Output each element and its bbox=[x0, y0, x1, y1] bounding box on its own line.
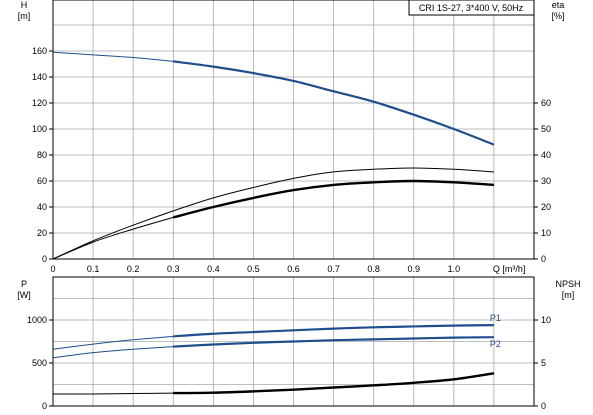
y2-tick-label: 10 bbox=[541, 228, 551, 238]
y2-axis-unit: [m] bbox=[562, 290, 575, 300]
y-tick-label: 0 bbox=[42, 401, 47, 411]
y-axis-unit: [m] bbox=[18, 11, 31, 21]
y-tick-label: 60 bbox=[37, 176, 47, 186]
npsh-curve-line bbox=[173, 372, 495, 395]
y-axis-label: P bbox=[21, 279, 27, 289]
efficiency-curve-line bbox=[52, 167, 494, 260]
y2-tick-label: 0 bbox=[541, 401, 546, 411]
power-p2-extended bbox=[52, 346, 174, 359]
y2-tick-label: 10 bbox=[541, 315, 551, 325]
y-tick-label: 500 bbox=[32, 358, 47, 368]
y2-tick-label: 40 bbox=[541, 150, 551, 160]
power-npsh-panel: 0 500 1000 0 5 10 P[W] NPSH[m] P1 P2 bbox=[17, 276, 581, 411]
y2-axis-label: NPSH bbox=[555, 279, 580, 289]
y2-tick-label: 0 bbox=[541, 254, 546, 264]
y2-tick-label: 20 bbox=[541, 202, 551, 212]
plot-border bbox=[52, 276, 535, 407]
chart-title: CRI 1S-27, 3*400 V, 50Hz bbox=[419, 3, 524, 13]
y2-axis-label: eta bbox=[552, 0, 565, 10]
total-efficiency-line bbox=[172, 179, 494, 219]
npsh-extended bbox=[52, 392, 174, 395]
x-tick-label: 0.3 bbox=[167, 264, 180, 274]
head-curve-extended bbox=[52, 51, 174, 62]
y-tick-label: 140 bbox=[32, 72, 47, 82]
head-curve-line bbox=[173, 60, 495, 146]
x-axis-label: Q [m³/h] bbox=[493, 264, 526, 274]
series-label-p1: P1 bbox=[490, 313, 501, 323]
y-tick-label: 1000 bbox=[27, 315, 47, 325]
x-tick-label: 0.6 bbox=[287, 264, 300, 274]
series-label-p2: P2 bbox=[490, 339, 501, 349]
power-p1-extended bbox=[52, 335, 174, 350]
title-box bbox=[408, 0, 535, 16]
y-tick-label: 160 bbox=[32, 46, 47, 56]
total-efficiency-extended bbox=[52, 216, 174, 260]
y-tick-label: 0 bbox=[42, 254, 47, 264]
y-tick-label: 40 bbox=[37, 202, 47, 212]
x-tick-label: 0.7 bbox=[327, 264, 340, 274]
x-tick-label: 0 bbox=[50, 264, 55, 274]
y-tick-label: 120 bbox=[32, 98, 47, 108]
power-p2-curve-line bbox=[173, 336, 494, 348]
power-p1-curve-line bbox=[173, 324, 494, 338]
head-efficiency-panel: 0 20 40 60 80 100 120 140 160 0 10 20 30 40 50 60 0 0.1 0.… bbox=[18, 0, 565, 274]
x-tick-label: 0.4 bbox=[207, 264, 220, 274]
y-tick-label: 80 bbox=[37, 150, 47, 160]
x-tick-label: 1.0 bbox=[448, 264, 461, 274]
x-tick-label: 0.9 bbox=[407, 264, 420, 274]
x-tick-label: 0.2 bbox=[127, 264, 140, 274]
y2-tick-label: 50 bbox=[541, 124, 551, 134]
x-tick-label: 0.8 bbox=[367, 264, 380, 274]
y2-tick-label: 30 bbox=[541, 176, 551, 186]
x-tick-label: 0.1 bbox=[87, 264, 100, 274]
y-axis-label: H bbox=[21, 0, 28, 10]
y-axis-unit: [W] bbox=[17, 290, 31, 300]
y2-axis-unit: [%] bbox=[551, 11, 564, 21]
y-tick-label: 100 bbox=[32, 124, 47, 134]
y2-tick-label: 5 bbox=[541, 358, 546, 368]
x-tick-label: 0.5 bbox=[247, 264, 260, 274]
y-tick-label: 20 bbox=[37, 228, 47, 238]
y2-tick-label: 60 bbox=[541, 98, 551, 108]
